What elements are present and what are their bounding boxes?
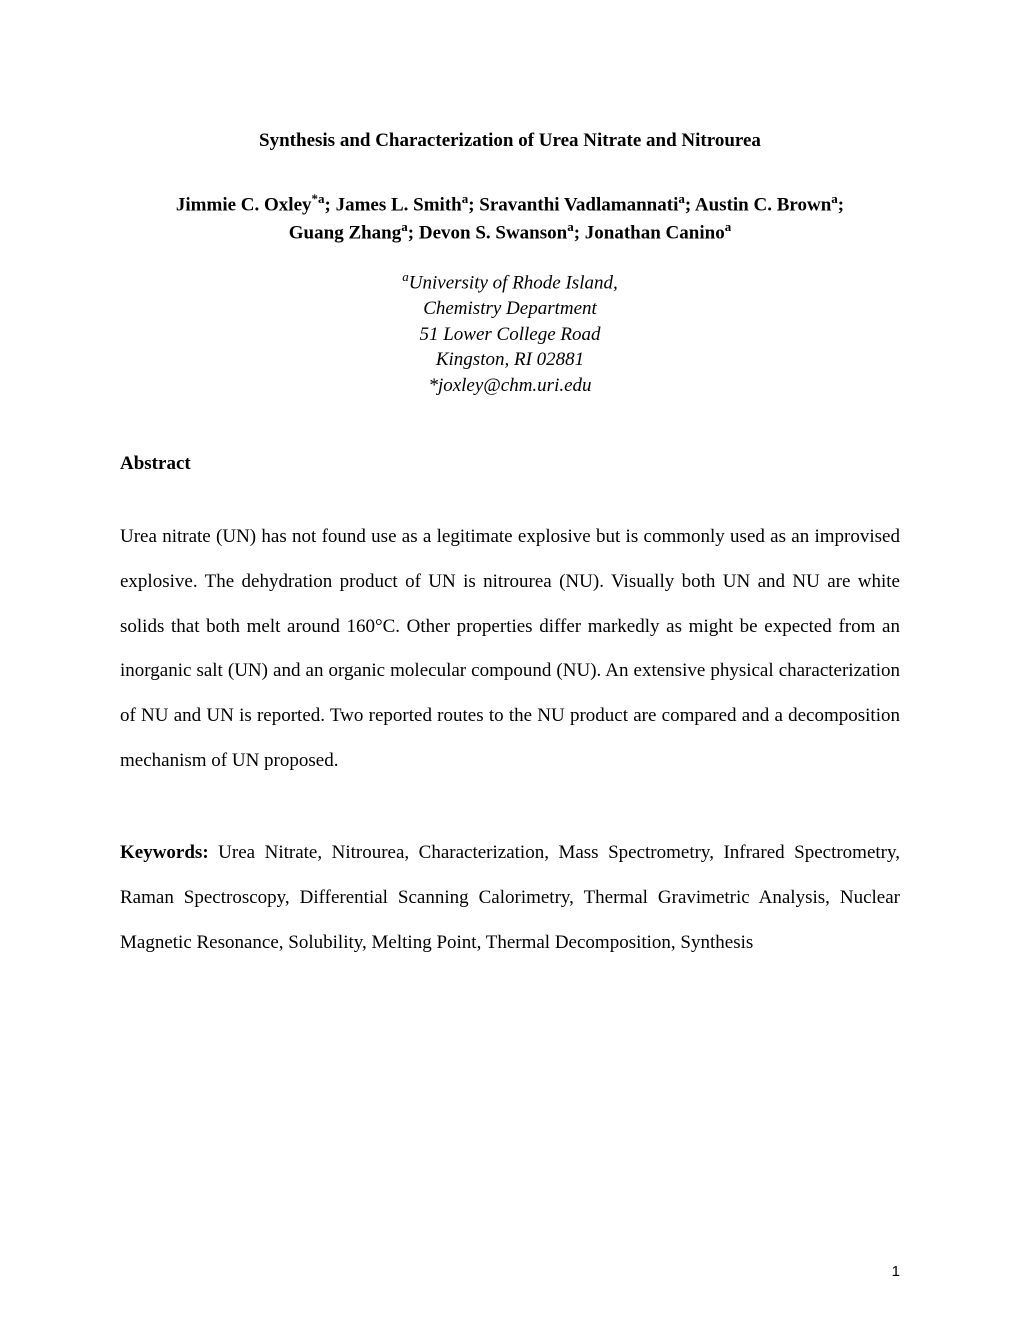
keywords-block: Keywords: Urea Nitrate, Nitrourea, Chara… xyxy=(120,831,900,965)
affiliation-line-5: *joxley@chm.uri.edu xyxy=(120,373,900,399)
paper-title: Synthesis and Characterization of Urea N… xyxy=(120,130,900,152)
keywords-text: Urea Nitrate, Nitrourea, Characterizatio… xyxy=(120,842,900,952)
affiliation-line-3: 51 Lower College Road xyxy=(120,322,900,348)
affiliation-block: aUniversity of Rhode Island, Chemistry D… xyxy=(120,268,900,399)
affiliation-line-2: Chemistry Department xyxy=(120,296,900,322)
abstract-heading: Abstract xyxy=(120,453,900,475)
abstract-body: Urea nitrate (UN) has not found use as a… xyxy=(120,515,900,783)
authors-block: Jimmie C. Oxley*a; James L. Smitha; Srav… xyxy=(120,190,900,246)
authors-line-2: Guang Zhanga; Devon S. Swansona; Jonatha… xyxy=(120,218,900,246)
affiliation-line-1: aUniversity of Rhode Island, xyxy=(120,268,900,296)
page-number: 1 xyxy=(892,1263,900,1280)
authors-line-1: Jimmie C. Oxley*a; James L. Smitha; Srav… xyxy=(120,190,900,218)
keywords-label: Keywords: xyxy=(120,842,209,863)
affiliation-line-4: Kingston, RI 02881 xyxy=(120,347,900,373)
